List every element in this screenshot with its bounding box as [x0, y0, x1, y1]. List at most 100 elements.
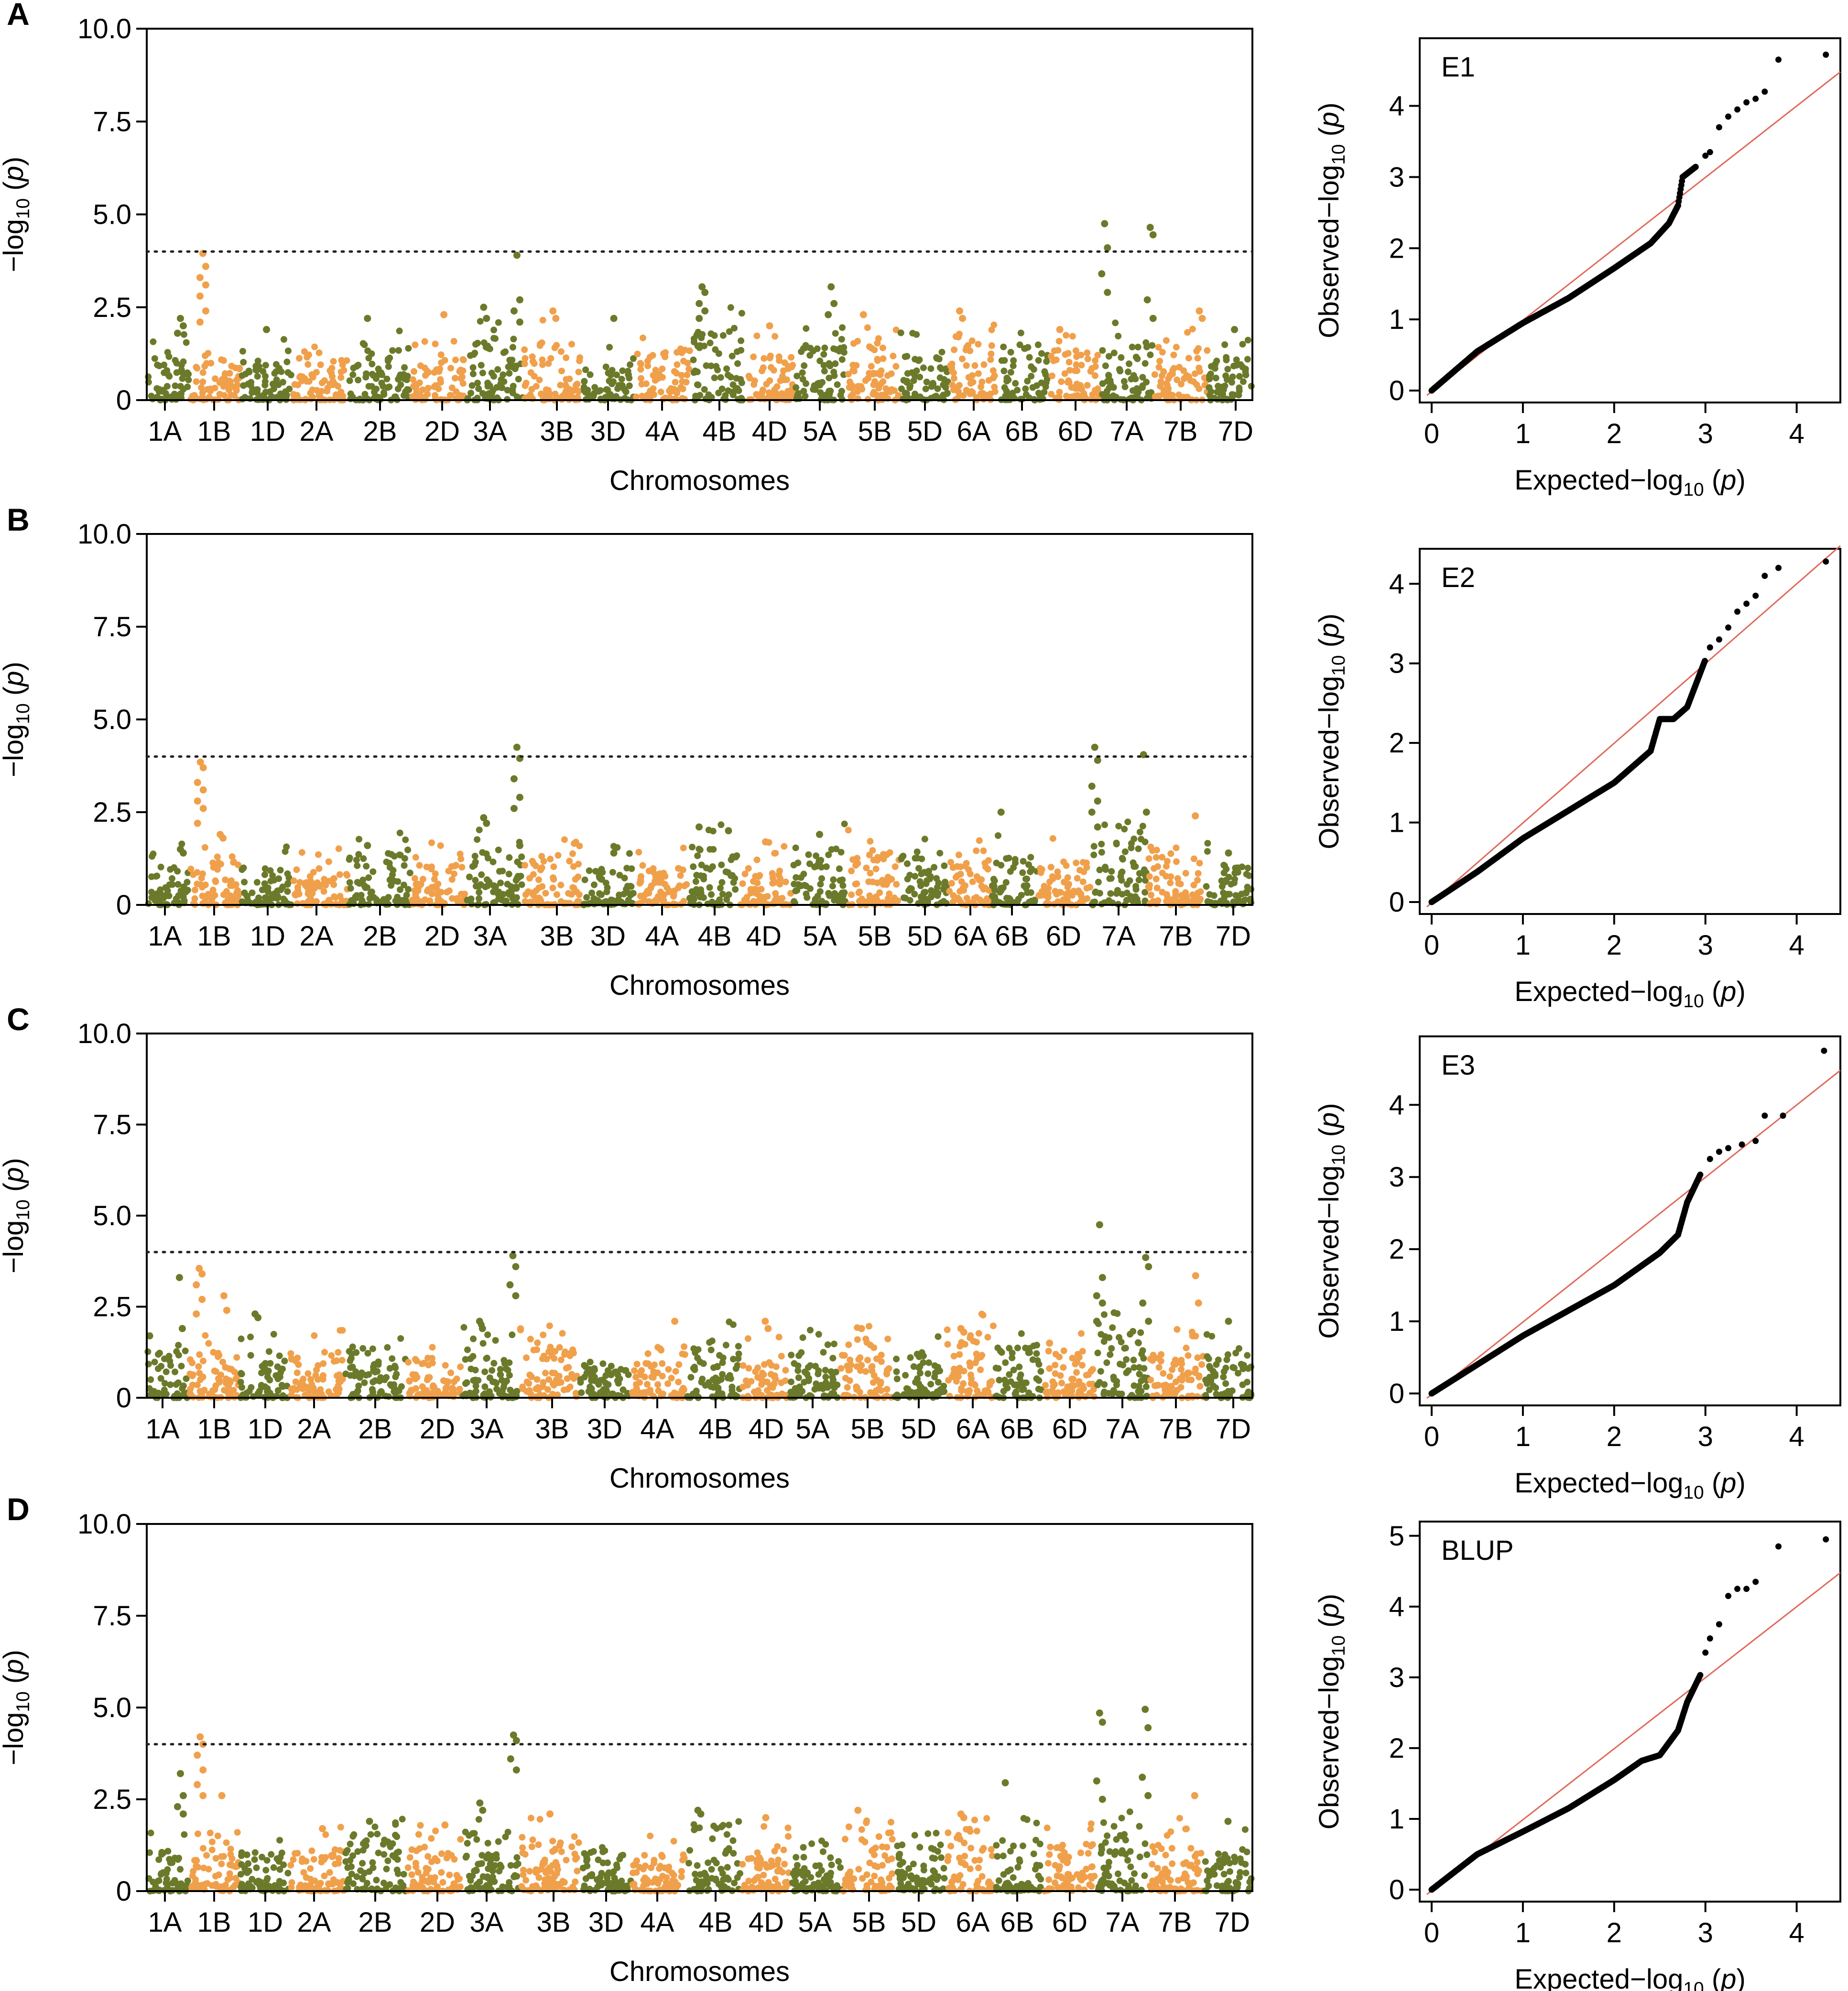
snp-point [255, 894, 262, 902]
snp-point [1178, 1366, 1185, 1373]
snp-point [974, 1355, 981, 1362]
snp-point [1105, 371, 1112, 379]
snp-point [1190, 855, 1197, 862]
snp-point [576, 354, 583, 361]
snp-point [904, 1385, 912, 1393]
snp-point [651, 1361, 658, 1369]
snp-point [1163, 395, 1170, 403]
snp-point [994, 1344, 1001, 1351]
snp-point [589, 1369, 597, 1376]
peak-snp-point [510, 805, 518, 812]
snp-point [942, 384, 949, 391]
peak-snp-point [825, 311, 832, 318]
snp-point [801, 362, 808, 369]
snp-point [954, 863, 961, 870]
snp-point [268, 1851, 275, 1858]
snp-point [849, 391, 856, 398]
snp-point [478, 871, 485, 878]
snp-point [978, 1310, 985, 1317]
snp-point [941, 862, 948, 870]
snp-point [217, 1371, 225, 1379]
snp-point [366, 1868, 373, 1875]
snp-point [238, 1335, 245, 1342]
snp-point [356, 1374, 363, 1381]
snp-point [988, 326, 995, 334]
peak-snp-point [202, 307, 209, 315]
snp-point [846, 1377, 853, 1384]
peak-snp-point [610, 315, 618, 322]
snp-point [1056, 1353, 1063, 1360]
snp-point [1022, 1344, 1029, 1351]
snp-point [915, 1380, 922, 1387]
snp-point [278, 1365, 285, 1372]
snp-point [275, 1881, 283, 1888]
snp-point [397, 1335, 404, 1342]
chromosome-tick-label: 7D [1216, 921, 1251, 952]
snp-point [1026, 354, 1033, 361]
peak-snp-point [1093, 1292, 1100, 1300]
snp-point [1189, 891, 1196, 898]
snp-point [1060, 1347, 1067, 1354]
snp-point [490, 326, 497, 334]
snp-point [753, 391, 760, 398]
snp-point [694, 852, 701, 860]
snp-point [1079, 878, 1087, 885]
snp-point [294, 1354, 301, 1361]
snp-point [460, 1324, 467, 1331]
snp-point [505, 870, 512, 878]
snp-point [986, 1382, 993, 1389]
peak-snp-point [480, 304, 488, 311]
snp-point [680, 1386, 687, 1393]
snp-point [1222, 1380, 1229, 1387]
peak-snp-point [1192, 1272, 1199, 1280]
snp-point [581, 876, 588, 883]
peak-snp-point [959, 315, 966, 322]
snp-point [456, 898, 463, 905]
snp-point [1118, 877, 1125, 884]
snp-point [361, 391, 369, 398]
snp-point [660, 350, 667, 357]
snp-point [330, 1358, 337, 1365]
snp-point [675, 1379, 682, 1385]
snp-point [317, 361, 324, 368]
snp-point [943, 390, 950, 397]
snp-point [766, 1359, 773, 1366]
peak-snp-point [766, 322, 773, 330]
snp-point [411, 875, 418, 882]
snp-point [294, 884, 301, 891]
snp-point [335, 845, 342, 852]
snp-point [250, 1393, 257, 1400]
snp-point [1120, 1361, 1127, 1369]
snp-point [880, 881, 887, 888]
snp-point [610, 843, 617, 850]
snp-point [877, 1381, 884, 1388]
snp-point [1136, 828, 1143, 836]
snp-point [476, 882, 483, 890]
peak-snp-point [1098, 270, 1106, 278]
snp-point [470, 1335, 477, 1342]
snp-point [424, 886, 432, 893]
snp-point [567, 389, 575, 396]
snp-point [199, 1373, 207, 1381]
snp-point [208, 1839, 216, 1845]
snp-point [1094, 352, 1101, 359]
snp-point [734, 360, 741, 367]
snp-point [984, 1334, 991, 1341]
snp-point [498, 376, 505, 383]
peak-snp-point [1094, 756, 1101, 764]
snp-point [411, 1373, 418, 1380]
y-axis-label: −log10 (p) [0, 1158, 33, 1273]
snp-point [672, 379, 679, 386]
snp-point [467, 352, 474, 359]
snp-point [591, 384, 598, 391]
snp-point [1145, 855, 1152, 862]
snp-point [683, 379, 690, 386]
peak-snp-point [671, 1317, 679, 1325]
snp-point [1003, 378, 1011, 385]
chromosome-tick-label: 1A [148, 416, 182, 447]
snp-point [1104, 388, 1110, 395]
chromosome-tick-label: 4D [752, 416, 787, 447]
snp-point [472, 877, 479, 884]
snp-point [380, 382, 387, 390]
snp-point [363, 1880, 370, 1887]
